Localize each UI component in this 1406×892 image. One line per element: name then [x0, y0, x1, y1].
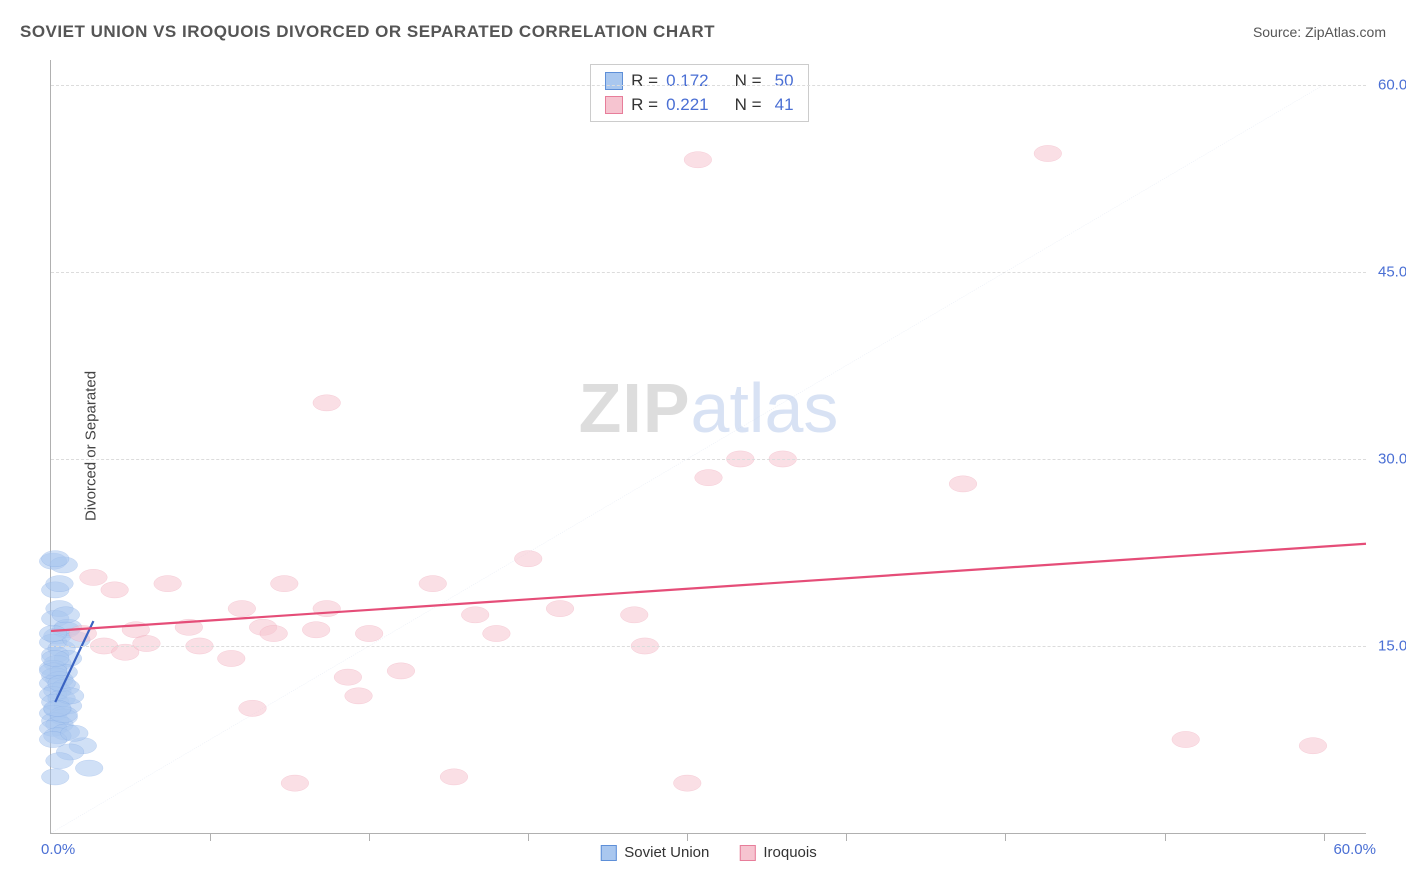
data-point: [440, 769, 468, 785]
correlation-stats-box: R = 0.172 N = 50 R = 0.221 N = 41: [590, 64, 808, 122]
x-tick: [1324, 833, 1325, 841]
data-point: [61, 725, 89, 741]
data-point: [46, 576, 74, 592]
n-label: N =: [735, 95, 762, 115]
data-point: [461, 607, 489, 623]
x-tick: [210, 833, 211, 841]
x-tick: [687, 833, 688, 841]
data-point: [483, 625, 511, 641]
chart-title: SOVIET UNION VS IROQUOIS DIVORCED OR SEP…: [20, 22, 715, 42]
data-point: [41, 769, 69, 785]
data-point: [239, 700, 267, 716]
data-point: [39, 625, 67, 641]
data-point: [355, 625, 383, 641]
y-tick-label: 60.0%: [1368, 76, 1406, 93]
x-axis-min-label: 0.0%: [41, 841, 75, 858]
data-point: [1034, 145, 1062, 161]
data-point: [281, 775, 309, 791]
n-value: 41: [770, 95, 794, 115]
data-point: [673, 775, 701, 791]
r-label: R =: [631, 95, 658, 115]
x-tick: [1165, 833, 1166, 841]
data-point: [620, 607, 648, 623]
legend-swatch: [605, 72, 623, 90]
gridline: [51, 459, 1366, 460]
r-value: 0.221: [666, 95, 709, 115]
n-label: N =: [735, 71, 762, 91]
data-point: [260, 625, 288, 641]
y-tick-label: 45.0%: [1368, 263, 1406, 280]
data-point: [514, 551, 542, 567]
data-point: [46, 753, 74, 769]
legend-swatch: [605, 96, 623, 114]
data-point: [270, 576, 298, 592]
data-point: [313, 395, 341, 411]
data-point: [546, 600, 574, 616]
legend-item: Iroquois: [739, 844, 816, 861]
gridline: [51, 646, 1366, 647]
legend-item: Soviet Union: [600, 844, 709, 861]
stats-row: R = 0.172 N = 50: [605, 69, 793, 93]
legend-label: Soviet Union: [624, 844, 709, 861]
gridline: [51, 85, 1366, 86]
r-value: 0.172: [666, 71, 709, 91]
x-tick: [1005, 833, 1006, 841]
data-point: [41, 551, 69, 567]
stats-row: R = 0.221 N = 41: [605, 93, 793, 117]
legend-label: Iroquois: [763, 844, 816, 861]
data-point: [217, 650, 245, 666]
data-point: [1172, 731, 1200, 747]
chart-plot-area: ZIPatlas R =0.172N =50R =0.221N =41 0.0%…: [50, 60, 1366, 834]
data-point: [684, 152, 712, 168]
legend-swatch: [600, 845, 616, 861]
data-point: [1299, 738, 1327, 754]
data-point: [419, 576, 447, 592]
data-point: [695, 470, 723, 486]
data-point: [133, 635, 161, 651]
data-point: [154, 576, 182, 592]
data-point: [101, 582, 129, 598]
data-point: [302, 622, 330, 638]
x-tick: [528, 833, 529, 841]
x-axis-max-label: 60.0%: [1333, 841, 1376, 858]
data-point: [387, 663, 415, 679]
legend-swatch: [739, 845, 755, 861]
y-tick-label: 15.0%: [1368, 637, 1406, 654]
data-point: [75, 760, 103, 776]
regression-line: [51, 544, 1366, 631]
x-tick: [846, 833, 847, 841]
r-label: R =: [631, 71, 658, 91]
series-legend: Soviet Union Iroquois: [600, 844, 816, 861]
y-tick-label: 30.0%: [1368, 450, 1406, 467]
data-point: [334, 669, 362, 685]
source-label: Source: ZipAtlas.com: [1253, 24, 1386, 40]
gridline: [51, 272, 1366, 273]
x-tick: [369, 833, 370, 841]
data-point: [80, 569, 108, 585]
data-point: [345, 688, 373, 704]
data-point: [228, 600, 256, 616]
data-point: [44, 700, 72, 716]
data-point: [949, 476, 977, 492]
plot-svg: [51, 60, 1366, 833]
n-value: 50: [770, 71, 794, 91]
data-point: [52, 607, 80, 623]
data-point: [41, 650, 69, 666]
